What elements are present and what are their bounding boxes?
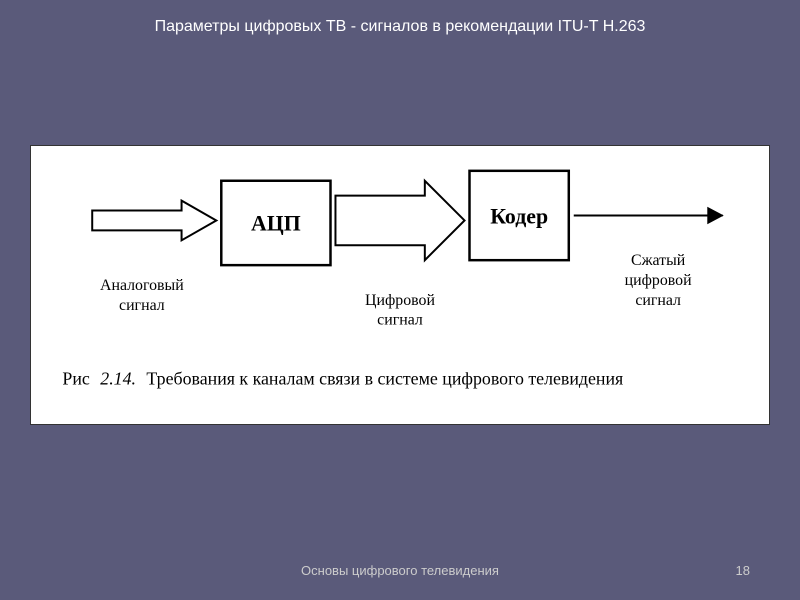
output-label-2: цифровой bbox=[625, 272, 692, 289]
page-number: 18 bbox=[736, 563, 750, 578]
mid-arrow bbox=[335, 181, 464, 260]
caption-number: 2.14. bbox=[100, 368, 136, 388]
caption-text: Требования к каналам связи в системе циф… bbox=[146, 368, 623, 388]
mid-label-2: сигнал bbox=[377, 312, 423, 329]
input-arrow bbox=[92, 201, 216, 241]
slide-footer: Основы цифрового телевидения bbox=[0, 563, 800, 578]
coder-label: Кодер bbox=[490, 204, 548, 228]
diagram-panel: Аналоговый сигнал АЦП Цифровой сигнал Ко… bbox=[30, 145, 770, 425]
output-arrow bbox=[574, 208, 723, 224]
slide-title: Параметры цифровых ТВ - сигналов в реком… bbox=[0, 0, 800, 36]
flowchart-svg: Аналоговый сигнал АЦП Цифровой сигнал Ко… bbox=[31, 146, 769, 424]
output-label-1: Сжатый bbox=[631, 252, 686, 269]
figure-caption: Рис 2.14. Требования к каналам связи в с… bbox=[62, 368, 623, 388]
output-label-3: сигнал bbox=[635, 292, 681, 309]
caption-prefix: Рис bbox=[62, 368, 89, 388]
input-label-1: Аналоговый bbox=[100, 277, 184, 294]
mid-label-1: Цифровой bbox=[365, 292, 435, 309]
adc-label: АЦП bbox=[251, 211, 301, 235]
input-label-2: сигнал bbox=[119, 297, 165, 314]
